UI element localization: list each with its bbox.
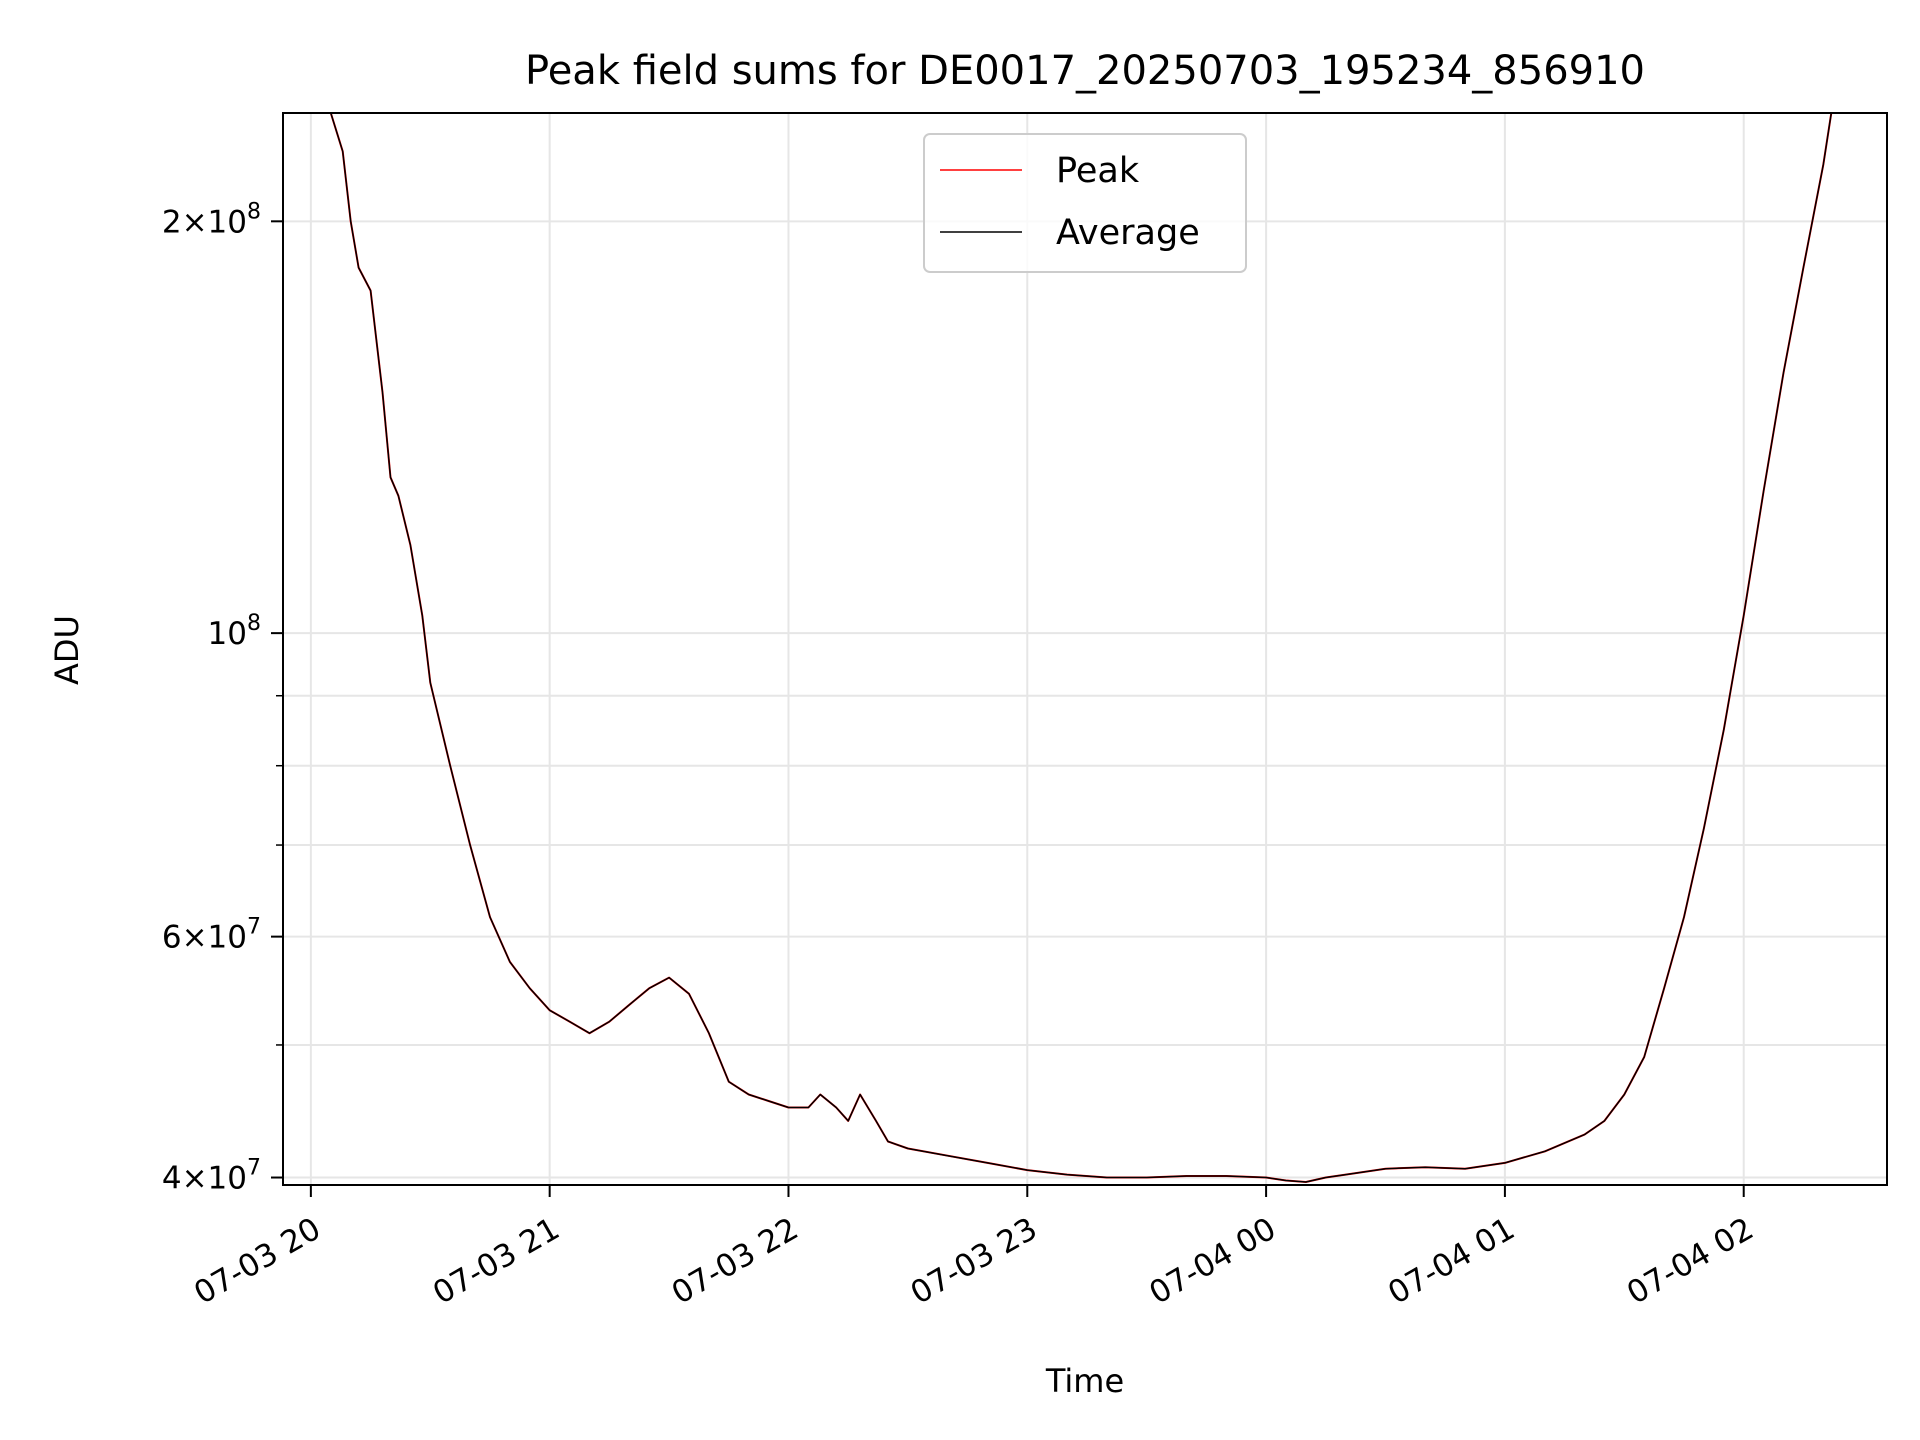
y-tick-label: 6×107 [162, 915, 261, 956]
legend-box [923, 133, 1247, 273]
legend-label-average: Average [1056, 213, 1200, 253]
y-tick-label: 2×108 [162, 199, 261, 240]
chart-title: Peak field sums for DE0017_20250703_1952… [525, 48, 1645, 94]
plot-area [329, 113, 1833, 1183]
series-layer [329, 113, 1833, 1183]
series-line-average [330, 113, 1833, 1183]
y-axis-label: ADU [48, 615, 86, 685]
y-axis: 4×107 6×107 108 2×108 [162, 199, 283, 1197]
axes-frame [282, 112, 1888, 1186]
x-axis-label: Time [1045, 1362, 1124, 1400]
y-tick-label: 4×107 [162, 1156, 261, 1197]
legend: Peak Average [923, 133, 1247, 273]
y-tick-label: 108 [208, 611, 261, 652]
legend-label-peak: Peak [1056, 151, 1140, 191]
